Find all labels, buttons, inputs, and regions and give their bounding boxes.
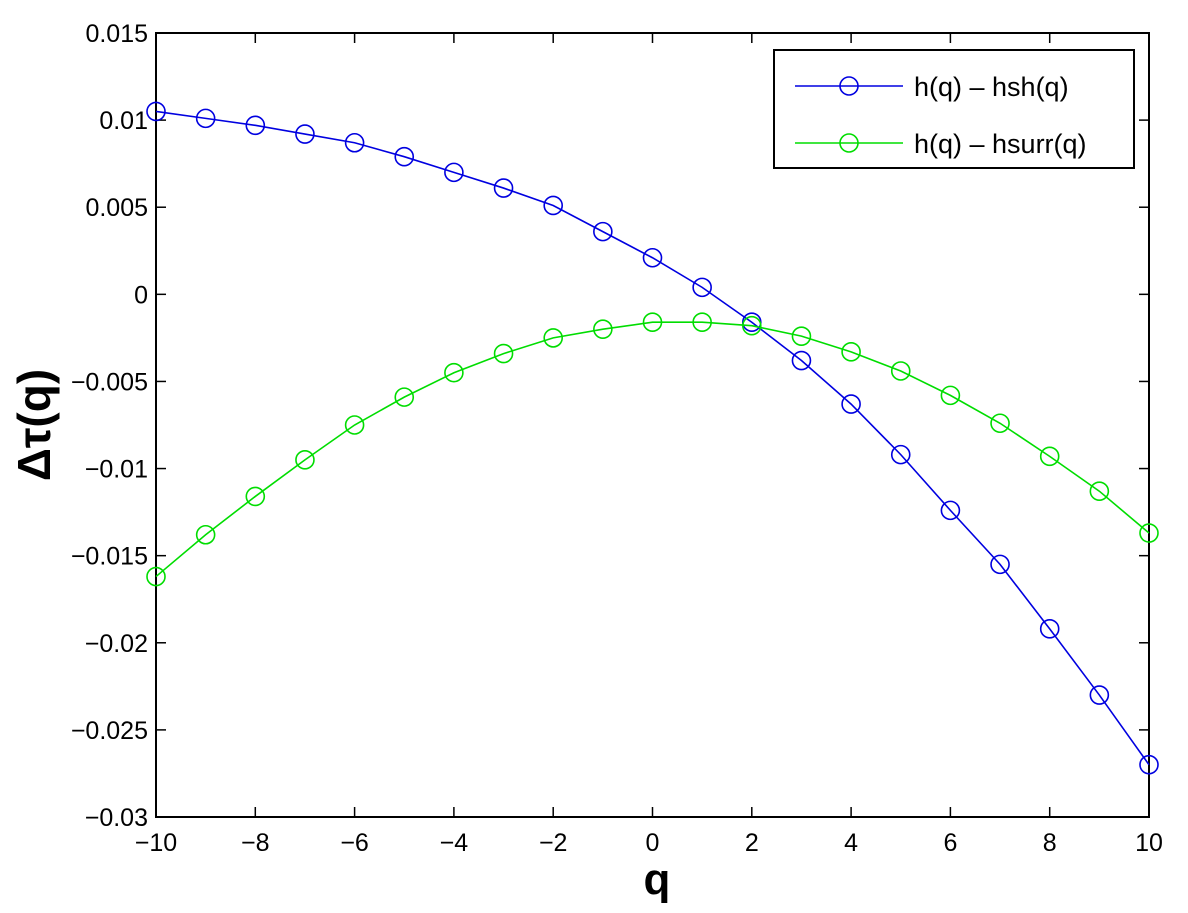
data-point-series-1: [841, 394, 861, 414]
data-point-series-1: [990, 554, 1010, 575]
y-tick-label: 0.01: [99, 107, 148, 135]
x-axis-title: q: [644, 855, 671, 904]
data-point-series-2: [146, 566, 166, 587]
y-tick-label: −0.03: [85, 804, 148, 832]
y-tick-label: 0.015: [85, 20, 148, 48]
y-tick-label: −0.01: [85, 456, 148, 484]
x-tick-label: 4: [844, 829, 858, 857]
data-point-series-2: [493, 343, 514, 364]
x-tick-label: −4: [440, 829, 469, 857]
series-line-1: [155, 110, 1150, 766]
data-point-series-2: [543, 328, 564, 348]
x-tick-label: 2: [745, 829, 759, 857]
legend-box: [773, 49, 1135, 169]
x-tick-label: −10: [135, 829, 177, 857]
data-point-series-2: [1139, 523, 1159, 543]
data-point-series-1: [692, 277, 712, 298]
y-tick-label: −0.005: [71, 368, 148, 396]
data-point-series-1: [940, 500, 961, 521]
data-point-series-1: [195, 108, 216, 129]
data-point-series-1: [344, 132, 365, 153]
data-point-series-2: [1089, 481, 1110, 502]
tick-labels: −10 −8 −6 −4 −2 0 2 4 6 8 10 0.015 0.01 0.005 0 −0.005 −…: [71, 20, 1163, 857]
data-point-series-1: [295, 124, 315, 144]
data-point-series-2: [394, 387, 415, 407]
series-line-2: [155, 321, 1150, 578]
data-point-series-2: [1039, 446, 1060, 467]
data-point-series-2: [245, 486, 266, 507]
data-point-series-1: [890, 444, 911, 465]
data-point-series-2: [295, 450, 315, 470]
data-point-series-2: [741, 315, 762, 336]
data-point-series-2: [940, 385, 961, 406]
y-tick-label: −0.015: [71, 543, 148, 571]
y-axis-title: Δτ(q): [8, 369, 60, 481]
data-point-series-2: [692, 312, 712, 333]
x-tick-label: 0: [646, 829, 660, 857]
data-point-series-1: [444, 162, 464, 183]
x-tick-label: −6: [340, 829, 369, 857]
data-point-series-2: [195, 524, 216, 545]
data-point-series-1: [543, 195, 564, 216]
data-point-series-1: [1089, 685, 1110, 705]
x-tick-label: −2: [539, 829, 568, 857]
data-point-series-1: [1139, 754, 1159, 775]
data-point-series-1: [1039, 619, 1060, 639]
data-point-series-1: [791, 350, 812, 371]
data-point-series-2: [990, 413, 1010, 434]
legend-marker-series-2: [839, 133, 859, 153]
data-point-series-2: [344, 415, 365, 435]
y-tick-label: −0.02: [85, 630, 148, 658]
data-point-series-1: [493, 178, 514, 198]
x-tick-label: 10: [1135, 829, 1163, 857]
x-tick-label: 6: [943, 829, 957, 857]
x-tick-label: −8: [241, 829, 270, 857]
data-point-series-1: [146, 101, 166, 122]
data-point-series-2: [444, 362, 464, 383]
x-tick-label: 8: [1043, 829, 1057, 857]
data-point-series-1: [245, 115, 266, 136]
y-tick-label: 0.005: [85, 194, 148, 222]
data-point-series-2: [593, 319, 613, 339]
data-point-series-2: [642, 312, 663, 333]
y-tick-label: 0: [134, 281, 148, 309]
data-point-series-1: [593, 221, 613, 242]
data-point-series-1: [642, 247, 663, 268]
data-point-series-2: [841, 342, 861, 362]
legend-label-series-1: h(q) – hsh(q): [914, 72, 1069, 102]
data-point-series-2: [890, 361, 911, 381]
series-group: [146, 101, 1159, 775]
y-tick-label: −0.025: [71, 717, 148, 745]
legend-label-series-2: h(q) – hsurr(q): [914, 129, 1087, 159]
legend: h(q) – hsh(q) h(q) – hsurr(q): [773, 49, 1135, 169]
data-point-series-1: [394, 146, 415, 167]
axis-ticks: [155, 32, 1150, 818]
legend-marker-series-1: [839, 76, 859, 96]
data-point-series-2: [791, 326, 812, 346]
